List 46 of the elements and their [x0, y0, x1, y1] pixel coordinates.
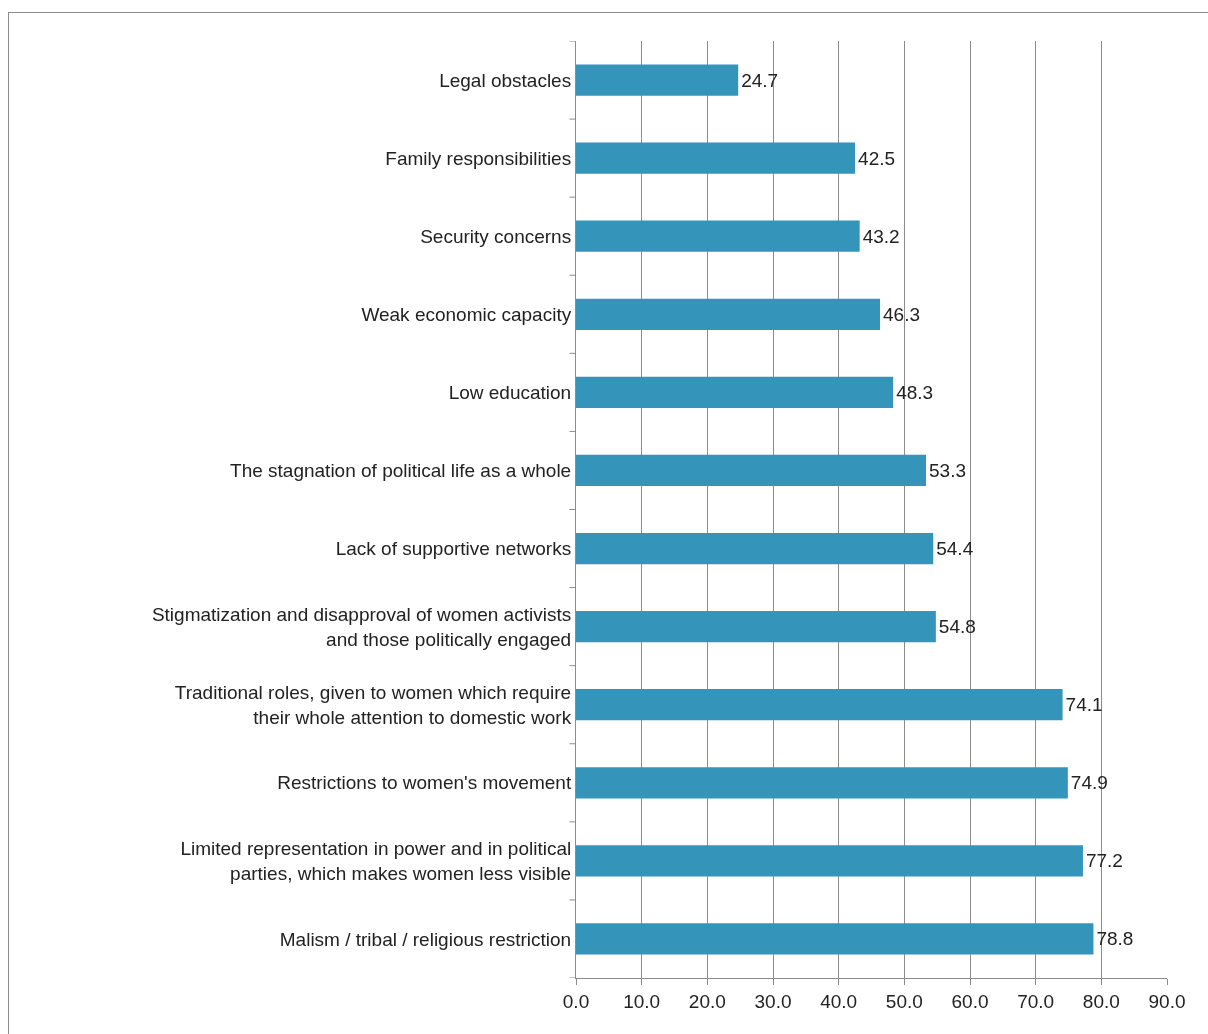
data-label: 42.5 [858, 147, 896, 169]
data-label: 54.4 [936, 538, 974, 560]
bar [576, 220, 860, 252]
bar [576, 689, 1063, 721]
x-tick-label: 0.0 [562, 990, 590, 1012]
y-tick-label: Malism / tribal / religious restriction [279, 928, 572, 950]
data-label: 78.8 [1096, 928, 1134, 950]
bar [576, 532, 934, 565]
data-label: 74.9 [1070, 772, 1108, 794]
data-label: 74.1 [1065, 694, 1103, 716]
bar [576, 923, 1094, 955]
bar [576, 454, 926, 487]
data-label: 43.2 [862, 225, 900, 247]
data-label: 77.2 [1085, 850, 1123, 872]
bar [576, 611, 936, 643]
x-tick-label: 20.0 [688, 990, 726, 1012]
bar [576, 845, 1083, 877]
y-tick-label: Stigmatization and disapproval of women activists and those politically engaged [151, 603, 572, 650]
x-tick-label: 30.0 [754, 990, 792, 1012]
bar [576, 64, 739, 96]
y-tick-label: The stagnation of political life as a whole [230, 460, 572, 482]
x-tick-label: 90.0 [1148, 990, 1186, 1012]
data-label: 48.3 [896, 381, 934, 403]
x-tick-label: 50.0 [885, 990, 923, 1012]
y-tick-label: Limited representation in power and in political parties, which makes women less visible [180, 838, 572, 884]
x-tick-label: 70.0 [1017, 990, 1055, 1012]
data-label: 46.3 [883, 303, 921, 325]
y-tick-label: Restrictions to women's movement [277, 772, 572, 794]
data-label: 24.7 [741, 69, 779, 91]
data-label: 53.3 [929, 459, 966, 481]
y-tick-label: Security concerns [420, 225, 572, 247]
bar [576, 298, 881, 330]
bar [576, 767, 1068, 799]
y-tick-label: Low education [448, 382, 572, 404]
y-tick-label: Legal obstacles [439, 69, 572, 91]
x-tick-label: 80.0 [1082, 990, 1120, 1012]
bar [576, 376, 894, 408]
y-tick-label: Weak economic capacity [361, 303, 572, 325]
y-tick-label: Traditional roles, given to women which require their whole attention to domestic work [174, 682, 572, 728]
y-tick-label: Lack of supportive networks [335, 538, 572, 560]
bar [576, 142, 856, 174]
data-label: 54.8 [938, 616, 976, 638]
x-tick-label: 60.0 [951, 990, 989, 1012]
x-tick-label: 10.0 [623, 990, 661, 1012]
y-tick-label: Family responsibilities [385, 147, 572, 169]
x-tick-label: 40.0 [820, 990, 858, 1012]
